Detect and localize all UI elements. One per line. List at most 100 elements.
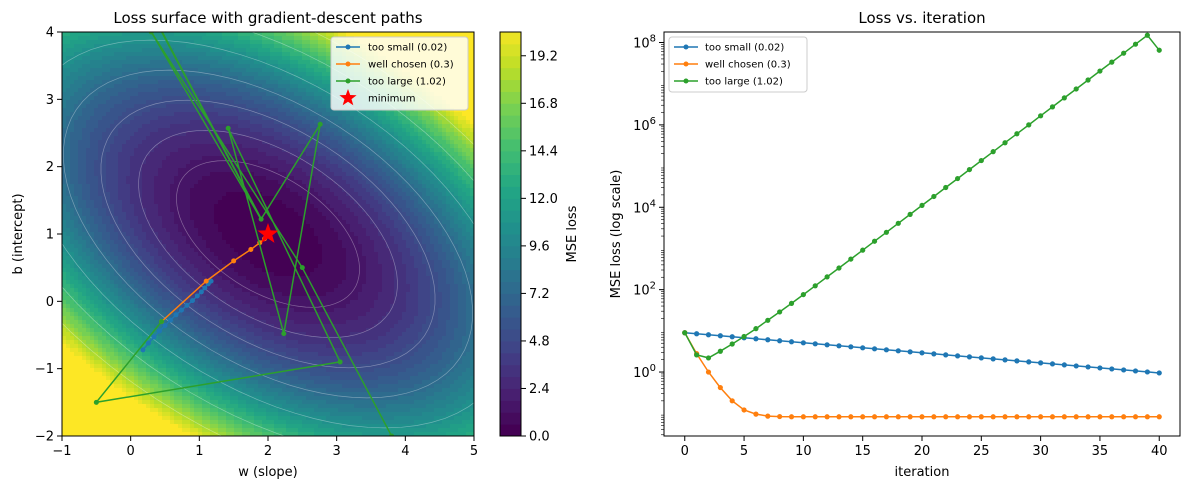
surface-cell <box>118 140 123 145</box>
surface-cell <box>82 100 87 105</box>
surface-cell <box>362 164 367 169</box>
surface-cell <box>242 208 247 213</box>
surface-cell <box>138 80 143 85</box>
surface-cell <box>178 188 183 193</box>
surface-cell <box>446 168 451 173</box>
surface-cell <box>314 48 319 53</box>
surface-cell <box>162 96 167 101</box>
surface-cell <box>390 184 395 189</box>
surface-cell <box>286 184 291 189</box>
surface-cell <box>470 104 474 109</box>
surface-cell <box>230 84 235 89</box>
surface-cell <box>442 144 447 149</box>
surface-cell <box>354 188 359 193</box>
surface-cell <box>166 116 171 121</box>
surface-cell <box>334 180 339 185</box>
surface-cell <box>142 164 147 169</box>
surface-cell <box>414 116 419 121</box>
surface-cell <box>434 164 439 169</box>
surface-cell <box>102 168 107 173</box>
surface-cell <box>310 120 315 125</box>
surface-cell <box>282 116 287 121</box>
surface-cell <box>118 216 123 221</box>
surface-cell <box>206 40 211 45</box>
surface-cell <box>122 152 127 157</box>
surface-cell <box>298 40 303 45</box>
surface-cell <box>282 192 287 197</box>
surface-cell <box>98 108 103 113</box>
surface-cell <box>390 124 395 129</box>
surface-cell <box>206 196 211 201</box>
surface-cell <box>74 72 79 77</box>
surface-cell <box>290 164 295 169</box>
surface-cell <box>190 204 195 209</box>
surface-cell <box>74 204 79 209</box>
surface-cell <box>86 100 91 105</box>
surface-cell <box>142 80 147 85</box>
surface-cell <box>110 160 115 165</box>
surface-cell <box>458 192 463 197</box>
surface-cell <box>86 216 91 221</box>
surface-cell <box>82 48 87 53</box>
surface-cell <box>226 116 231 121</box>
surface-cell <box>206 188 211 193</box>
surface-cell <box>278 116 283 121</box>
surface-cell <box>194 72 199 77</box>
surface-cell <box>158 52 163 57</box>
surface-cell <box>70 92 75 97</box>
surface-cell <box>286 44 291 49</box>
surface-cell <box>78 108 83 113</box>
surface-cell <box>470 168 474 173</box>
surface-cell <box>258 208 263 213</box>
surface-cell <box>98 164 103 169</box>
surface-cell <box>106 104 111 109</box>
surface-cell <box>210 148 215 153</box>
surface-cell <box>278 32 283 37</box>
surface-cell <box>330 176 335 181</box>
surface-cell <box>218 188 223 193</box>
surface-cell <box>354 208 359 213</box>
surface-cell <box>138 224 143 229</box>
surface-cell <box>466 172 471 177</box>
surface-cell <box>366 124 371 129</box>
surface-cell <box>138 108 143 113</box>
surface-cell <box>382 120 387 125</box>
surface-cell <box>210 60 215 65</box>
surface-cell <box>90 212 95 217</box>
surface-cell <box>194 172 199 177</box>
surface-cell <box>106 60 111 65</box>
surface-cell <box>90 40 95 45</box>
surface-cell <box>302 40 307 45</box>
surface-cell <box>278 104 283 109</box>
surface-cell <box>134 168 139 173</box>
surface-cell <box>274 124 279 129</box>
surface-cell <box>326 212 331 217</box>
surface-cell <box>318 112 323 117</box>
surface-cell <box>98 44 103 49</box>
surface-cell <box>122 88 127 93</box>
surface-cell <box>166 192 171 197</box>
surface-cell <box>194 76 199 81</box>
surface-cell <box>362 204 367 209</box>
surface-cell <box>370 200 375 205</box>
surface-cell <box>386 212 391 217</box>
surface-cell <box>330 208 335 213</box>
surface-cell <box>390 128 395 133</box>
surface-cell <box>254 60 259 65</box>
surface-cell <box>254 192 259 197</box>
surface-cell <box>102 108 107 113</box>
surface-cell <box>362 128 367 133</box>
surface-cell <box>394 192 399 197</box>
surface-cell <box>194 88 199 93</box>
surface-cell <box>250 88 255 93</box>
surface-cell <box>138 68 143 73</box>
surface-cell <box>238 40 243 45</box>
surface-cell <box>114 140 119 145</box>
surface-cell <box>98 192 103 197</box>
surface-cell <box>82 140 87 145</box>
surface-cell <box>390 116 395 121</box>
surface-cell <box>366 196 371 201</box>
surface-cell <box>298 212 303 217</box>
surface-cell <box>154 144 159 149</box>
surface-cell <box>326 128 331 133</box>
